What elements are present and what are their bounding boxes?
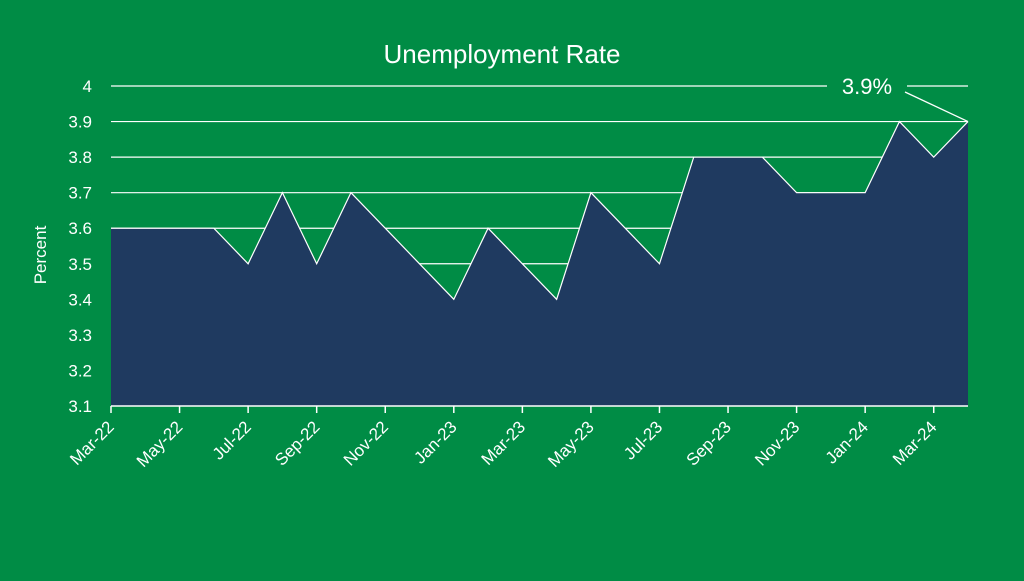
- y-tick-label: 3.2: [68, 361, 92, 380]
- x-tick-label: Jul-22: [209, 417, 255, 463]
- y-tick-label: 3.6: [68, 219, 92, 238]
- series-line: [111, 120, 969, 301]
- x-tick-label: Mar-22: [66, 417, 118, 469]
- x-tick-label: Sep-22: [271, 417, 323, 469]
- x-tick-label: Jan-23: [410, 417, 460, 467]
- x-tick-label: Jan-24: [822, 417, 872, 467]
- y-axis-ticks: 3.1 3.2 3.3 3.4 3.5 3.6 3.7 3.8 3.9 4: [68, 77, 92, 416]
- annotation-leader: [904, 91, 969, 123]
- x-tick-label: Jul-23: [620, 417, 666, 463]
- annotation-mask: [827, 80, 907, 92]
- chart-title: Unemployment Rate: [384, 39, 621, 69]
- area-fill: [111, 121, 968, 407]
- y-tick-label: 3.8: [68, 148, 92, 167]
- y-tick-label: 3.1: [68, 397, 92, 416]
- y-tick-label: 4: [83, 77, 92, 96]
- annotation: 3.9%: [827, 74, 969, 123]
- y-tick-label: 3.7: [68, 184, 92, 203]
- x-tick-label: Mar-23: [478, 417, 530, 469]
- y-tick-label: 3.9: [68, 113, 92, 132]
- annotation-label: 3.9%: [842, 74, 892, 99]
- y-tick-label: 3.4: [68, 290, 92, 309]
- x-tick-label: May-22: [133, 417, 187, 471]
- y-tick-label: 3.3: [68, 326, 92, 345]
- x-axis-ticks: Mar-22 May-22 Jul-22 Sep-22 Nov-22 Jan-23 Mar-…: [66, 406, 941, 471]
- y-axis-label: Percent: [31, 225, 50, 284]
- x-tick-label: Nov-23: [751, 417, 803, 469]
- x-tick-label: Nov-22: [340, 417, 392, 469]
- x-tick-label: May-23: [544, 417, 598, 471]
- y-tick-label: 3.5: [68, 255, 92, 274]
- x-tick-label: Sep-23: [683, 417, 735, 469]
- area-layer: [111, 120, 969, 407]
- x-tick-label: Mar-24: [889, 417, 941, 469]
